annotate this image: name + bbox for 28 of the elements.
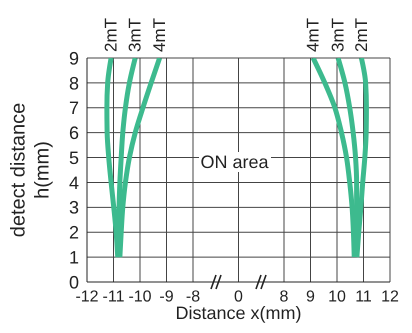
x-tick-label: 11 <box>355 288 372 306</box>
x-tick-label: 8 <box>280 288 289 306</box>
y-tick-label: 2 <box>68 222 79 243</box>
x-tick-label: -8 <box>186 288 200 306</box>
y-tick-label: 8 <box>68 73 79 94</box>
text: 3mT <box>126 18 145 52</box>
text: 4mT <box>304 18 323 52</box>
annotation: ON area <box>198 152 271 172</box>
text: 3mT <box>328 18 348 52</box>
x-tick-label: -10 <box>128 288 152 306</box>
x-tick-label: -9 <box>159 288 174 306</box>
x-tick-label: 12 <box>381 288 399 306</box>
y-tick-label: 6 <box>68 123 79 144</box>
y-tick-label: 1 <box>68 248 79 268</box>
x-axis-title: Distance x(mm) <box>175 303 302 323</box>
y-tick-label: 7 <box>68 98 79 118</box>
y-axis-title: detect distance h(mm) <box>6 102 54 238</box>
text: 2mT <box>352 18 371 52</box>
y-tick-label: 4 <box>68 172 79 193</box>
x-tick-label: -11 <box>102 288 125 306</box>
x-tick-label: 0 <box>234 288 244 306</box>
y-tick-label: 3 <box>68 198 79 218</box>
text: 4mT <box>150 18 170 52</box>
y-tick-label: 5 <box>68 148 79 168</box>
x-tick-label: 10 <box>328 288 346 306</box>
text: 2mT <box>102 18 121 52</box>
y-tick-label: 9 <box>68 48 79 68</box>
x-tick-label: 9 <box>306 288 316 306</box>
